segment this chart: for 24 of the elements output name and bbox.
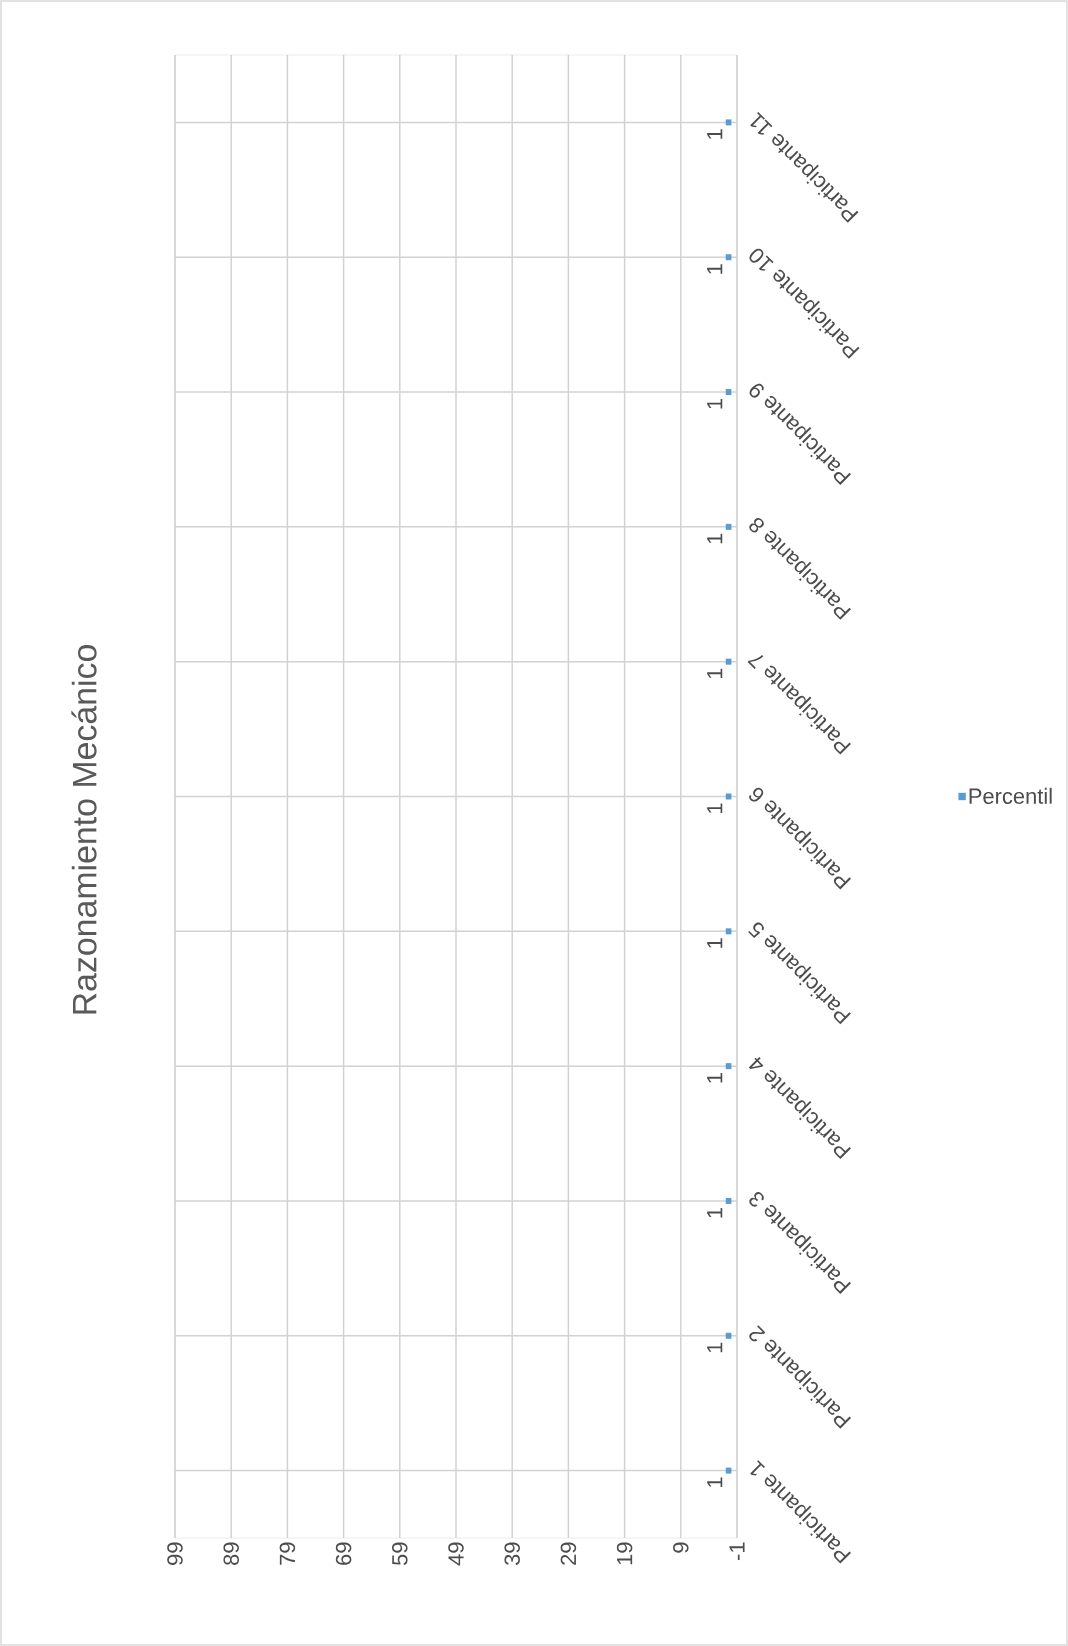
x-tick-label: 59 bbox=[392, 1542, 408, 1566]
x-tick-label: 39 bbox=[504, 1542, 520, 1566]
x-tick-label: -1 bbox=[729, 1542, 745, 1561]
x-tick-label: 69 bbox=[335, 1542, 352, 1565]
x-tick-label: 89 bbox=[223, 1542, 239, 1565]
data-label: 1 bbox=[707, 533, 723, 544]
data-label: 1 bbox=[707, 803, 723, 813]
data-label: 1 bbox=[707, 264, 723, 274]
data-label: 1 bbox=[707, 668, 723, 679]
x-tick-label: 9 bbox=[673, 1542, 689, 1553]
data-label: 1 bbox=[707, 1073, 723, 1083]
data-label: 1 bbox=[707, 1342, 723, 1353]
x-tick-label: 19 bbox=[616, 1542, 633, 1565]
x-tick-label: 49 bbox=[448, 1542, 464, 1566]
data-label: 1 bbox=[707, 399, 723, 409]
data-label: 1 bbox=[707, 129, 723, 139]
text: Razonamiento Mecánico bbox=[71, 645, 97, 1014]
data-label: 1 bbox=[707, 1477, 723, 1488]
data-label: 1 bbox=[707, 1207, 723, 1218]
x-tick-label: 99 bbox=[167, 1542, 183, 1565]
data-label: 1 bbox=[707, 938, 723, 948]
x-tick-label: 79 bbox=[279, 1542, 296, 1565]
legend-label: Percentil bbox=[969, 787, 1052, 804]
x-tick-label: 29 bbox=[560, 1542, 577, 1565]
